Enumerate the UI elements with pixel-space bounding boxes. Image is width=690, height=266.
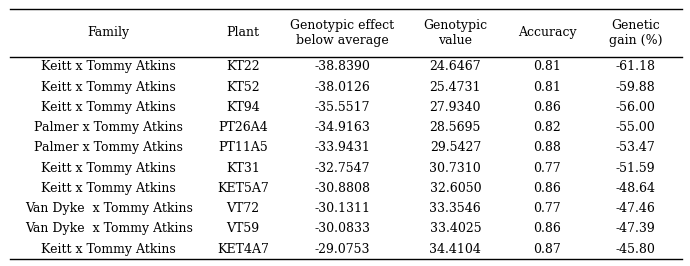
Text: Genetic
gain (%): Genetic gain (%) — [609, 19, 662, 47]
Text: 0.81: 0.81 — [533, 60, 561, 73]
Text: KT94: KT94 — [226, 101, 260, 114]
Text: 0.86: 0.86 — [533, 101, 561, 114]
Text: Genotypic effect
below average: Genotypic effect below average — [290, 19, 394, 47]
Text: -34.9163: -34.9163 — [314, 121, 370, 134]
Text: 0.86: 0.86 — [533, 222, 561, 235]
Text: Van Dyke  x Tommy Atkins: Van Dyke x Tommy Atkins — [25, 222, 193, 235]
Text: 0.81: 0.81 — [533, 81, 561, 94]
Text: Palmer x Tommy Atkins: Palmer x Tommy Atkins — [34, 141, 183, 154]
Text: -30.1311: -30.1311 — [314, 202, 370, 215]
Text: 34.4104: 34.4104 — [429, 243, 482, 256]
Text: PT26A4: PT26A4 — [218, 121, 268, 134]
Text: -35.5517: -35.5517 — [315, 101, 370, 114]
Text: -33.9431: -33.9431 — [314, 141, 370, 154]
Text: PT11A5: PT11A5 — [218, 141, 268, 154]
Text: Keitt x Tommy Atkins: Keitt x Tommy Atkins — [41, 162, 176, 175]
Text: -61.18: -61.18 — [615, 60, 656, 73]
Text: 32.6050: 32.6050 — [430, 182, 481, 195]
Text: Keitt x Tommy Atkins: Keitt x Tommy Atkins — [41, 101, 176, 114]
Text: 24.6467: 24.6467 — [430, 60, 481, 73]
Text: 25.4731: 25.4731 — [430, 81, 481, 94]
Text: -53.47: -53.47 — [616, 141, 655, 154]
Text: -51.59: -51.59 — [616, 162, 655, 175]
Text: 30.7310: 30.7310 — [429, 162, 481, 175]
Text: 0.77: 0.77 — [533, 162, 561, 175]
Text: 27.9340: 27.9340 — [430, 101, 481, 114]
Text: Keitt x Tommy Atkins: Keitt x Tommy Atkins — [41, 81, 176, 94]
Text: -45.80: -45.80 — [616, 243, 655, 256]
Text: -30.0833: -30.0833 — [314, 222, 370, 235]
Text: KT31: KT31 — [226, 162, 260, 175]
Text: Van Dyke  x Tommy Atkins: Van Dyke x Tommy Atkins — [25, 202, 193, 215]
Text: 0.88: 0.88 — [533, 141, 561, 154]
Text: -59.88: -59.88 — [616, 81, 655, 94]
Text: KET5A7: KET5A7 — [217, 182, 269, 195]
Text: 29.5427: 29.5427 — [430, 141, 481, 154]
Text: -30.8808: -30.8808 — [314, 182, 370, 195]
Text: Keitt x Tommy Atkins: Keitt x Tommy Atkins — [41, 60, 176, 73]
Text: Family: Family — [88, 27, 130, 39]
Text: Keitt x Tommy Atkins: Keitt x Tommy Atkins — [41, 243, 176, 256]
Text: -38.0126: -38.0126 — [314, 81, 370, 94]
Text: -29.0753: -29.0753 — [315, 243, 370, 256]
Text: KT22: KT22 — [226, 60, 260, 73]
Text: Genotypic
value: Genotypic value — [423, 19, 487, 47]
Text: 0.82: 0.82 — [533, 121, 561, 134]
Text: 28.5695: 28.5695 — [430, 121, 481, 134]
Text: -38.8390: -38.8390 — [314, 60, 370, 73]
Text: -32.7547: -32.7547 — [315, 162, 370, 175]
Text: 0.77: 0.77 — [533, 202, 561, 215]
Text: VT72: VT72 — [226, 202, 259, 215]
Text: 0.86: 0.86 — [533, 182, 561, 195]
Text: 0.87: 0.87 — [533, 243, 561, 256]
Text: 33.4025: 33.4025 — [430, 222, 481, 235]
Text: Palmer x Tommy Atkins: Palmer x Tommy Atkins — [34, 121, 183, 134]
Text: KT52: KT52 — [226, 81, 260, 94]
Text: 33.3546: 33.3546 — [429, 202, 481, 215]
Text: -48.64: -48.64 — [615, 182, 656, 195]
Text: KET4A7: KET4A7 — [217, 243, 269, 256]
Text: Plant: Plant — [226, 27, 259, 39]
Text: Accuracy: Accuracy — [518, 27, 577, 39]
Text: -55.00: -55.00 — [616, 121, 655, 134]
Text: VT59: VT59 — [226, 222, 259, 235]
Text: Keitt x Tommy Atkins: Keitt x Tommy Atkins — [41, 182, 176, 195]
Text: -47.46: -47.46 — [616, 202, 655, 215]
Text: -47.39: -47.39 — [616, 222, 655, 235]
Text: -56.00: -56.00 — [616, 101, 655, 114]
